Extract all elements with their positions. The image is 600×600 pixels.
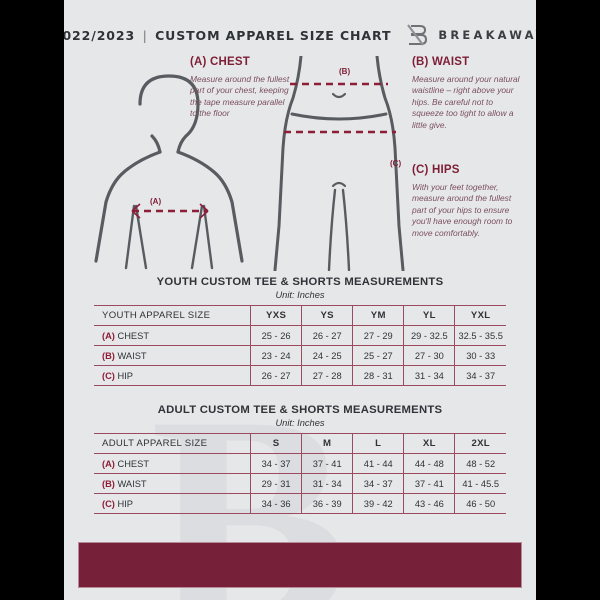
chest-measurement-title: (A) CHEST	[190, 56, 250, 68]
youth-head-label: YOUTH APPAREL SIZE	[94, 305, 252, 326]
upper-body-figure-icon	[94, 74, 244, 270]
waist-measurement-title: (B) WAIST	[412, 56, 470, 68]
table-header-row: ADULT APPAREL SIZE S M L XL 2XL	[94, 433, 506, 454]
header-separator: |	[142, 27, 148, 43]
page-header: 2022/2023 | CUSTOM APPAREL SIZE CHART BR…	[64, 0, 536, 48]
adult-cell-2-4: 46 - 50	[454, 493, 506, 514]
brand-name: BREAKAWAY	[438, 28, 536, 42]
adult-cell-1-1: 31 - 34	[301, 473, 354, 494]
brand-lockup: BREAKAWAY	[405, 22, 536, 48]
youth-cell-1-0: 23 - 24	[250, 345, 303, 366]
row-label: CHEST	[117, 458, 150, 469]
adult-cell-2-3: 43 - 46	[403, 493, 456, 514]
youth-table-title: YOUTH CUSTOM TEE & SHORTS MEASUREMENTS	[156, 276, 444, 288]
chest-line-label: (A)	[150, 197, 162, 206]
row-label: WAIST	[117, 478, 147, 489]
adult-cell-0-4: 48 - 52	[454, 453, 506, 474]
adult-size-col-1: M	[301, 433, 354, 454]
row-label: HIP	[117, 498, 134, 509]
adult-cell-2-2: 39 - 42	[352, 493, 405, 514]
youth-size-col-1: YS	[301, 305, 354, 326]
row-tag: (B)	[102, 478, 115, 489]
hip-line-label: (C)	[390, 159, 402, 168]
youth-table-block: YOUTH CUSTOM TEE & SHORTS MEASUREMENTS U…	[64, 276, 536, 386]
youth-size-col-3: YL	[403, 305, 456, 326]
youth-size-col-0: YXS	[250, 305, 303, 326]
breakaway-b-monogram-icon	[407, 24, 428, 46]
row-tag: (B)	[102, 350, 115, 361]
youth-size-col-4: YXL	[454, 305, 506, 326]
youth-cell-1-3: 27 - 30	[403, 345, 456, 366]
footer-bar	[78, 542, 522, 588]
table-row: (C) HIP 34 - 36 36 - 39 39 - 42 43 - 46 …	[94, 493, 506, 514]
table-row: (C) HIP 26 - 27 27 - 28 28 - 31 31 - 34 …	[94, 365, 506, 386]
header-title-group: 2022/2023 | CUSTOM APPAREL SIZE CHART	[64, 28, 391, 43]
adult-cell-1-3: 37 - 41	[403, 473, 456, 494]
adult-size-col-3: XL	[403, 433, 456, 454]
chest-measurement-text: Measure around the fullest part of your …	[190, 74, 290, 119]
adult-cell-0-1: 37 - 41	[301, 453, 354, 474]
adult-cell-1-0: 29 - 31	[250, 473, 303, 494]
adult-cell-1-4: 41 - 45.5	[454, 473, 506, 494]
youth-cell-0-1: 26 - 27	[301, 325, 354, 346]
row-label: HIP	[117, 370, 134, 381]
row-tag: (C)	[102, 498, 115, 509]
youth-size-table: YOUTH APPAREL SIZE YXS YS YM YL YXL (A) …	[94, 305, 506, 386]
adult-row-label-1: (B) WAIST	[94, 473, 252, 494]
table-row: (B) WAIST 23 - 24 24 - 25 25 - 27 27 - 3…	[94, 345, 506, 366]
youth-cell-2-3: 31 - 34	[403, 365, 456, 386]
measurement-diagram: (A) (B) (C) (A) C	[64, 54, 536, 272]
adult-cell-2-1: 36 - 39	[301, 493, 354, 514]
adult-size-table: ADULT APPAREL SIZE S M L XL 2XL (A) CHES…	[94, 433, 506, 514]
youth-cell-2-1: 27 - 28	[301, 365, 354, 386]
size-chart-page: B 2022/2023 | CUSTOM APPAREL SIZE CHART …	[64, 0, 536, 600]
adult-size-col-2: L	[352, 433, 405, 454]
adult-size-col-4: 2XL	[454, 433, 506, 454]
youth-row-label-0: (A) CHEST	[94, 325, 252, 346]
youth-cell-1-2: 25 - 27	[352, 345, 405, 366]
youth-row-label-2: (C) HIP	[94, 365, 252, 386]
youth-row-label-1: (B) WAIST	[94, 345, 252, 366]
adult-table-unit: Unit: Inches	[275, 418, 325, 428]
adult-cell-1-2: 34 - 37	[352, 473, 405, 494]
hips-measurement-title: (C) HIPS	[412, 164, 460, 176]
youth-size-col-2: YM	[352, 305, 405, 326]
adult-head-label: ADULT APPAREL SIZE	[94, 433, 252, 454]
season-label: 2022/2023	[64, 27, 136, 43]
adult-row-label-2: (C) HIP	[94, 493, 252, 514]
youth-cell-2-4: 34 - 37	[454, 365, 506, 386]
hips-measurement-text: With your feet together, measure around …	[412, 182, 513, 238]
youth-cell-0-3: 29 - 32.5	[403, 325, 456, 346]
adult-row-label-0: (A) CHEST	[94, 453, 252, 474]
table-header-row: YOUTH APPAREL SIZE YXS YS YM YL YXL	[94, 305, 506, 326]
youth-table-unit: Unit: Inches	[275, 290, 325, 300]
youth-cell-1-4: 30 - 33	[454, 345, 506, 366]
youth-cell-0-0: 25 - 26	[250, 325, 303, 346]
table-row: (A) CHEST 34 - 37 37 - 41 41 - 44 44 - 4…	[94, 453, 506, 474]
adult-table-title: ADULT CUSTOM TEE & SHORTS MEASUREMENTS	[157, 404, 443, 416]
lower-body-figure-icon	[273, 56, 405, 271]
adult-cell-0-2: 41 - 44	[352, 453, 405, 474]
adult-size-col-0: S	[250, 433, 303, 454]
row-tag: (C)	[102, 370, 115, 381]
adult-cell-0-3: 44 - 48	[403, 453, 456, 474]
youth-cell-0-2: 27 - 29	[352, 325, 405, 346]
waist-measurement-text: Measure around your natural waistline – …	[412, 74, 520, 130]
row-tag: (A)	[102, 330, 115, 341]
page-title: CUSTOM APPAREL SIZE CHART	[155, 27, 392, 43]
youth-cell-2-0: 26 - 27	[250, 365, 303, 386]
adult-cell-0-0: 34 - 37	[250, 453, 303, 474]
youth-cell-2-2: 28 - 31	[352, 365, 405, 386]
youth-cell-1-1: 24 - 25	[301, 345, 354, 366]
row-label: CHEST	[117, 330, 150, 341]
adult-cell-2-0: 34 - 36	[250, 493, 303, 514]
waist-line-label: (B)	[339, 67, 351, 76]
youth-cell-0-4: 32.5 - 35.5	[454, 325, 506, 346]
table-row: (A) CHEST 25 - 26 26 - 27 27 - 29 29 - 3…	[94, 325, 506, 346]
table-row: (B) WAIST 29 - 31 31 - 34 34 - 37 37 - 4…	[94, 473, 506, 494]
adult-table-block: ADULT CUSTOM TEE & SHORTS MEASUREMENTS U…	[64, 404, 536, 514]
row-tag: (A)	[102, 458, 115, 469]
row-label: WAIST	[117, 350, 147, 361]
